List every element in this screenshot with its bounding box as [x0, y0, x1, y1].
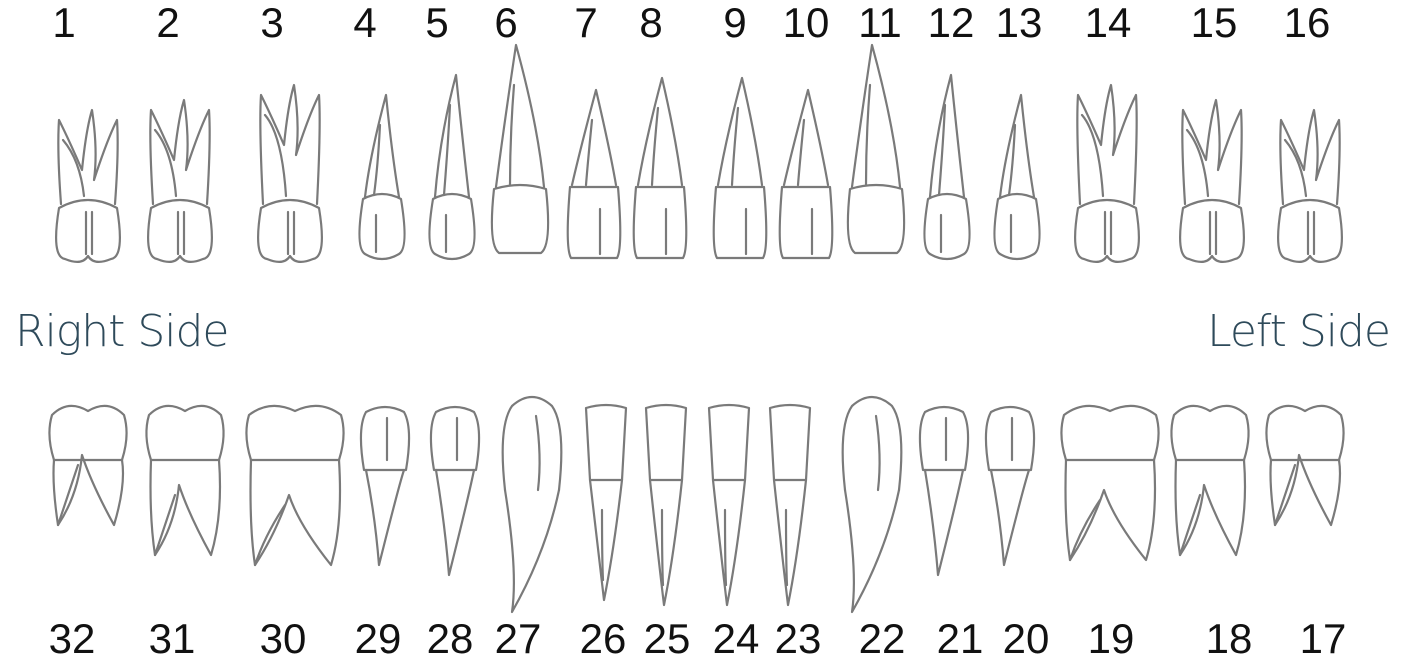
tooth-number-29: 29 — [354, 615, 402, 662]
upper-tooth-5 — [428, 73, 476, 261]
lower-tooth-17 — [1265, 404, 1345, 527]
upper-tooth-9 — [712, 76, 768, 260]
upper-tooth-8 — [632, 76, 688, 260]
tooth-number-16: 16 — [1283, 0, 1331, 46]
tooth-number-15: 15 — [1190, 0, 1238, 46]
tooth-number-8: 8 — [639, 0, 663, 46]
tooth-number-17: 17 — [1299, 615, 1347, 662]
upper-tooth-7 — [566, 88, 622, 260]
tooth-number-27: 27 — [494, 615, 542, 662]
tooth-number-4: 4 — [353, 0, 377, 46]
upper-tooth-2 — [146, 98, 214, 263]
tooth-number-19: 19 — [1087, 615, 1135, 662]
tooth-number-3: 3 — [260, 0, 284, 46]
tooth-number-10: 10 — [782, 0, 830, 46]
lower-tooth-29 — [359, 405, 411, 567]
upper-tooth-11 — [846, 43, 906, 255]
upper-tooth-6 — [490, 43, 550, 255]
upper-tooth-15 — [1178, 98, 1246, 263]
tooth-number-23: 23 — [774, 615, 822, 662]
tooth-number-9: 9 — [723, 0, 747, 46]
lower-tooth-18 — [1170, 404, 1250, 557]
tooth-number-14: 14 — [1084, 0, 1132, 46]
lower-tooth-24 — [707, 403, 751, 607]
upper-tooth-4 — [358, 93, 406, 261]
tooth-number-20: 20 — [1002, 615, 1050, 662]
left-side-label: Left Side — [1207, 306, 1391, 357]
lower-tooth-31 — [145, 404, 225, 557]
tooth-number-1: 1 — [52, 0, 76, 46]
tooth-number-6: 6 — [494, 0, 518, 46]
upper-tooth-14 — [1073, 83, 1141, 263]
tooth-number-12: 12 — [927, 0, 975, 46]
lower-tooth-19 — [1060, 404, 1160, 562]
tooth-number-25: 25 — [643, 615, 691, 662]
tooth-number-5: 5 — [425, 0, 449, 46]
tooth-number-24: 24 — [712, 615, 760, 662]
tooth-number-2: 2 — [156, 0, 180, 46]
upper-tooth-16 — [1276, 108, 1344, 263]
tooth-number-28: 28 — [426, 615, 474, 662]
tooth-number-26: 26 — [579, 615, 627, 662]
lower-tooth-23 — [768, 403, 812, 607]
tooth-number-32: 32 — [48, 615, 96, 662]
lower-tooth-27 — [501, 395, 563, 614]
tooth-number-21: 21 — [936, 615, 984, 662]
lower-tooth-28 — [429, 405, 481, 577]
lower-tooth-25 — [644, 403, 688, 607]
tooth-number-13: 13 — [995, 0, 1043, 46]
tooth-number-22: 22 — [858, 615, 906, 662]
lower-tooth-26 — [584, 403, 628, 602]
right-side-label: Right Side — [15, 306, 229, 357]
lower-tooth-30 — [245, 404, 345, 567]
lower-tooth-32 — [48, 404, 128, 527]
upper-tooth-3 — [256, 83, 324, 263]
lower-tooth-21 — [918, 405, 970, 577]
lower-tooth-22 — [841, 395, 903, 614]
lower-tooth-20 — [984, 405, 1036, 567]
tooth-number-7: 7 — [574, 0, 598, 46]
upper-tooth-10 — [778, 88, 834, 260]
upper-tooth-1 — [54, 108, 122, 263]
tooth-number-18: 18 — [1205, 615, 1253, 662]
tooth-number-11: 11 — [858, 0, 902, 46]
tooth-number-30: 30 — [259, 615, 307, 662]
tooth-number-31: 31 — [148, 615, 196, 662]
upper-tooth-12 — [923, 73, 971, 261]
upper-tooth-13 — [993, 93, 1041, 261]
